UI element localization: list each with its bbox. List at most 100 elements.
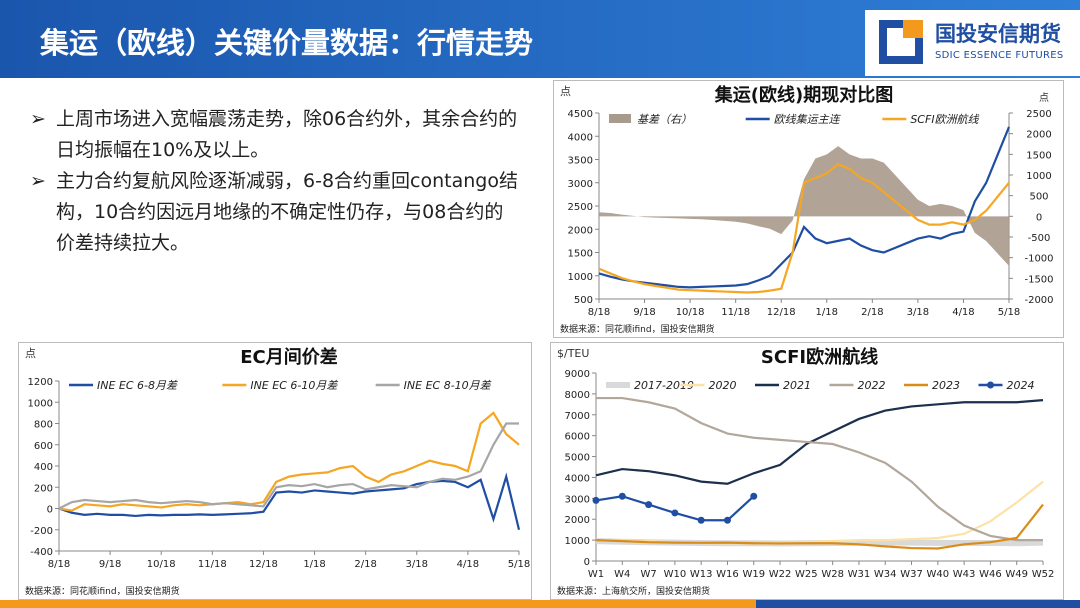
source-note: 数据来源：同花顺ifind，国投安信期货	[25, 585, 180, 597]
y2-tick-label: -1500	[1024, 274, 1053, 285]
x-tick-label: W34	[874, 569, 897, 580]
y-tick-label: 2500	[568, 202, 593, 213]
y-tick-label: 9000	[565, 369, 590, 380]
y-tick-label: -400	[30, 547, 53, 558]
x-tick-label: 8/18	[48, 559, 70, 570]
bullet: 主力合约复航风险逐渐减弱，6-8合约重回contango结构，10合约因远月地缘…	[30, 166, 520, 259]
x-tick-label: W28	[821, 569, 844, 580]
y-tick-label: 5000	[565, 453, 590, 464]
x-tick-label: W1	[588, 569, 604, 580]
y-tick-label: 400	[34, 462, 53, 473]
marker	[750, 492, 758, 500]
y-tick-label: 600	[34, 441, 53, 452]
header: 集运（欧线）关键价量数据：行情走势 国投安信期货 SDIC ESSENCE FU…	[0, 0, 1080, 78]
y-tick-label: 1000	[568, 272, 593, 283]
legend-label: 2023	[932, 379, 960, 392]
y-tick-label: 800	[34, 420, 53, 431]
x-tick-label: W52	[1032, 569, 1055, 580]
x-tick-label: 9/18	[633, 307, 655, 318]
x-tick-label: W31	[848, 569, 871, 580]
y-tick-label: 500	[574, 295, 593, 306]
marker	[618, 492, 626, 500]
line	[595, 399, 1044, 485]
x-tick-label: 5/18	[508, 559, 530, 570]
x-tick-label: W4	[614, 569, 630, 580]
x-tick-label: 8/18	[588, 307, 610, 318]
logo-icon	[879, 20, 923, 64]
source-note: 数据来源：同花顺ifind，国投安信期货	[560, 323, 715, 335]
x-tick-label: 3/18	[406, 559, 428, 570]
legend-label: INE EC 8-10月差	[404, 379, 492, 392]
x-tick-label: 4/18	[457, 559, 479, 570]
x-tick-label: W13	[690, 569, 713, 580]
y2-tick-label: 1000	[1026, 171, 1051, 182]
y-axis-label: 点	[560, 85, 571, 98]
chart: SCFI欧洲航线 $/TEU 0 1000 2000 3000 4000 5000 6000 70…	[557, 346, 1055, 597]
x-tick-label: 3/18	[907, 307, 929, 318]
legend-label: INE EC 6-10月差	[250, 379, 338, 392]
line	[58, 472, 521, 531]
y-tick-label: 6000	[565, 432, 590, 443]
y2-axis-label: 点	[1039, 92, 1049, 104]
source-note: 数据来源：上海航交所，国投安信期货	[557, 585, 710, 597]
y-tick-label: 1500	[568, 249, 593, 260]
chart-panel: SCFI欧洲航线 $/TEU 0 1000 2000 3000 4000 5000 6000 70…	[550, 342, 1064, 600]
chart: EC月间价差 点 -400 -200 0 200 400 600 800 1000 1200 8/18…	[25, 346, 530, 597]
chart-panel: 集运(欧线)期现对比图点点 500 1000 1500 2000 2500 3000 3500…	[553, 80, 1064, 338]
chart-title: 集运(欧线)期现对比图	[714, 84, 893, 106]
legend-label: 2017-2019	[634, 379, 694, 392]
chart: 集运(欧线)期现对比图点点500100015002000250030003500…	[560, 84, 1054, 335]
legend-label: 2022	[858, 379, 886, 392]
x-tick-label: W37	[900, 569, 923, 580]
x-tick-label: W43	[953, 569, 976, 580]
legend-label: 基差（右）	[637, 113, 692, 126]
footer-strip	[0, 600, 1080, 608]
x-tick-label: W10	[664, 569, 687, 580]
y2-tick-label: 2000	[1026, 130, 1051, 141]
x-tick-label: 5/18	[998, 307, 1020, 318]
line	[595, 480, 1044, 545]
x-tick-label: 10/18	[676, 307, 705, 318]
legend-label: INE EC 6-8月差	[97, 379, 178, 392]
x-tick-label: W16	[716, 569, 739, 580]
line	[595, 503, 1044, 550]
y-axis-label: 点	[25, 347, 36, 360]
x-tick-label: 11/18	[198, 559, 227, 570]
y-tick-label: 0	[584, 557, 590, 568]
x-tick-label: 1/18	[816, 307, 838, 318]
y-tick-label: 0	[47, 505, 53, 516]
x-tick-label: 2/18	[861, 307, 883, 318]
chart-panel: EC月间价差 点 -400 -200 0 200 400 600 800 1000 1200 8/18…	[18, 342, 532, 600]
x-tick-label: W7	[640, 569, 656, 580]
y-tick-label: 2000	[568, 225, 593, 236]
legend-label: 2024	[1007, 379, 1035, 392]
marker	[723, 516, 731, 524]
x-tick-label: W46	[979, 569, 1002, 580]
area	[599, 146, 1009, 266]
y-tick-label: 1000	[565, 536, 590, 547]
x-tick-label: 11/18	[721, 307, 750, 318]
line	[598, 126, 1011, 289]
x-tick-label: 1/18	[303, 559, 325, 570]
y-tick-label: 1000	[28, 398, 53, 409]
marker	[645, 501, 653, 509]
marker	[671, 509, 679, 517]
y-tick-label: 200	[34, 483, 53, 494]
legend-label: 欧线集运主连	[774, 113, 842, 126]
x-tick-label: W25	[795, 569, 818, 580]
line	[58, 422, 519, 510]
y2-tick-label: 2500	[1026, 109, 1051, 120]
marker	[697, 516, 705, 524]
line	[598, 162, 1010, 294]
y-tick-label: 1200	[28, 377, 53, 388]
x-tick-label: W19	[742, 569, 765, 580]
bullet: 上周市场进入宽幅震荡走势，除06合约外，其余合约的日均振幅在10%及以上。	[30, 104, 520, 166]
y-tick-label: -200	[30, 526, 53, 537]
legend-label: SCFI欧洲航线	[910, 113, 979, 126]
y-axis-label: $/TEU	[557, 347, 589, 360]
line	[58, 411, 520, 512]
x-tick-label: 10/18	[147, 559, 176, 570]
y2-tick-label: -500	[1028, 233, 1051, 244]
chart-title: EC月间价差	[240, 346, 338, 368]
